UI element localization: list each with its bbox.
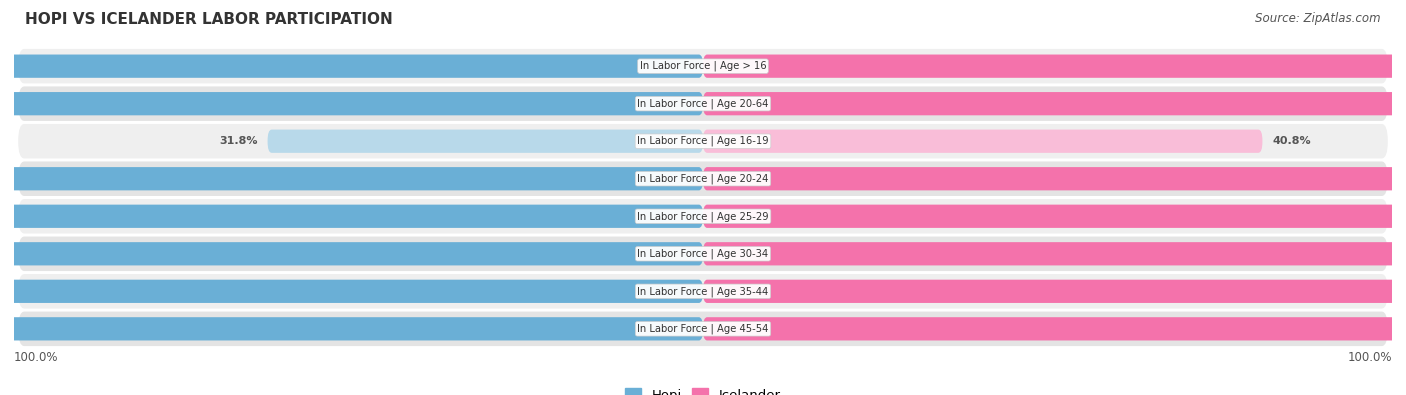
FancyBboxPatch shape <box>18 49 1388 83</box>
Text: 40.8%: 40.8% <box>1272 136 1310 146</box>
Text: 100.0%: 100.0% <box>1347 352 1392 364</box>
FancyBboxPatch shape <box>0 242 703 265</box>
Text: In Labor Force | Age 20-64: In Labor Force | Age 20-64 <box>637 98 769 109</box>
FancyBboxPatch shape <box>18 162 1388 196</box>
FancyBboxPatch shape <box>0 317 703 340</box>
FancyBboxPatch shape <box>18 312 1388 346</box>
Text: In Labor Force | Age 35-44: In Labor Force | Age 35-44 <box>637 286 769 297</box>
FancyBboxPatch shape <box>267 130 703 153</box>
FancyBboxPatch shape <box>0 92 703 115</box>
FancyBboxPatch shape <box>18 274 1388 308</box>
FancyBboxPatch shape <box>703 242 1406 265</box>
FancyBboxPatch shape <box>0 280 703 303</box>
FancyBboxPatch shape <box>703 205 1406 228</box>
FancyBboxPatch shape <box>18 237 1388 271</box>
Text: Source: ZipAtlas.com: Source: ZipAtlas.com <box>1256 12 1381 25</box>
Text: In Labor Force | Age 25-29: In Labor Force | Age 25-29 <box>637 211 769 222</box>
FancyBboxPatch shape <box>703 55 1406 78</box>
Text: In Labor Force | Age 45-54: In Labor Force | Age 45-54 <box>637 324 769 334</box>
Text: In Labor Force | Age > 16: In Labor Force | Age > 16 <box>640 61 766 71</box>
FancyBboxPatch shape <box>0 205 703 228</box>
FancyBboxPatch shape <box>18 124 1388 158</box>
FancyBboxPatch shape <box>18 87 1388 121</box>
FancyBboxPatch shape <box>0 55 703 78</box>
FancyBboxPatch shape <box>703 280 1406 303</box>
FancyBboxPatch shape <box>703 92 1406 115</box>
Text: 31.8%: 31.8% <box>219 136 257 146</box>
FancyBboxPatch shape <box>0 167 703 190</box>
FancyBboxPatch shape <box>18 199 1388 233</box>
Text: HOPI VS ICELANDER LABOR PARTICIPATION: HOPI VS ICELANDER LABOR PARTICIPATION <box>25 12 394 27</box>
Text: In Labor Force | Age 20-24: In Labor Force | Age 20-24 <box>637 173 769 184</box>
Text: 100.0%: 100.0% <box>14 352 59 364</box>
Legend: Hopi, Icelander: Hopi, Icelander <box>620 383 786 395</box>
FancyBboxPatch shape <box>703 167 1406 190</box>
Text: In Labor Force | Age 16-19: In Labor Force | Age 16-19 <box>637 136 769 147</box>
Text: In Labor Force | Age 30-34: In Labor Force | Age 30-34 <box>637 248 769 259</box>
FancyBboxPatch shape <box>703 317 1406 340</box>
FancyBboxPatch shape <box>703 130 1263 153</box>
